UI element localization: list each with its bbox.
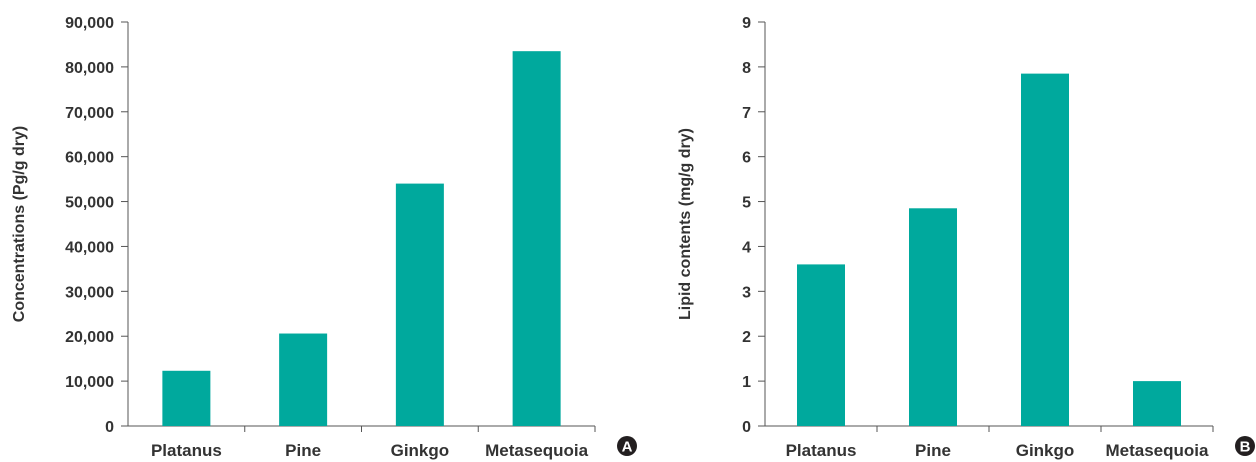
y-tick-label: 90,000 bbox=[65, 15, 114, 32]
y-tick-label: 30,000 bbox=[65, 284, 114, 301]
y-tick-label: 70,000 bbox=[65, 105, 114, 122]
y-tick-label: 8 bbox=[742, 60, 751, 77]
y-tick-label: 2 bbox=[742, 329, 751, 346]
x-category-label: Metasequoia bbox=[1106, 441, 1210, 460]
y-tick-label: 6 bbox=[742, 150, 751, 167]
bar-metasequoia bbox=[1133, 381, 1181, 426]
panel-badge bbox=[617, 436, 637, 456]
bar-ginkgo bbox=[1021, 73, 1069, 426]
panel-badge bbox=[1235, 436, 1255, 456]
y-tick-label: 50,000 bbox=[65, 195, 114, 212]
y-tick-label: 5 bbox=[742, 195, 751, 212]
x-category-label: Metasequoia bbox=[485, 441, 589, 460]
x-category-label: Ginkgo bbox=[1016, 441, 1075, 460]
x-category-label: Platanus bbox=[151, 441, 222, 460]
y-tick-label: 40,000 bbox=[65, 239, 114, 256]
y-axis-title: Lipid contents (mg/g dry) bbox=[677, 128, 694, 320]
y-tick-label: 7 bbox=[742, 105, 751, 122]
x-category-label: Pine bbox=[915, 441, 951, 460]
y-axis-title: Concentrations (Pg/g dry) bbox=[11, 126, 28, 322]
x-category-label: Pine bbox=[285, 441, 321, 460]
y-tick-label: 9 bbox=[742, 15, 751, 32]
bar-platanus bbox=[797, 264, 845, 426]
y-tick-label: 20,000 bbox=[65, 329, 114, 346]
y-tick-label: 0 bbox=[105, 419, 114, 436]
bar-ginkgo bbox=[395, 183, 444, 426]
x-category-label: Platanus bbox=[786, 441, 857, 460]
y-tick-label: 1 bbox=[742, 374, 751, 391]
y-tick-label: 80,000 bbox=[65, 60, 114, 77]
panel-badge-label: B bbox=[1240, 439, 1251, 456]
panel-badge-label: A bbox=[622, 439, 633, 456]
chart-panel-a: 0 10,000 20,000 30,000 40,000 50,000 60,000 70,… bbox=[11, 15, 637, 460]
bar-platanus bbox=[162, 370, 211, 426]
y-tick-label: 3 bbox=[742, 284, 751, 301]
bar-pine bbox=[909, 208, 957, 426]
y-tick-label: 4 bbox=[742, 239, 751, 256]
chart-panel-b: 0 1 2 3 4 5 6 7 8 9 Platanus Pine Ginkgo Metasequoia L… bbox=[677, 15, 1255, 460]
bar-metasequoia bbox=[512, 51, 561, 427]
bar-pine bbox=[279, 333, 328, 426]
y-tick-label: 10,000 bbox=[65, 374, 114, 391]
y-tick-label: 0 bbox=[742, 419, 751, 436]
x-category-label: Ginkgo bbox=[391, 441, 450, 460]
y-tick-label: 60,000 bbox=[65, 150, 114, 167]
